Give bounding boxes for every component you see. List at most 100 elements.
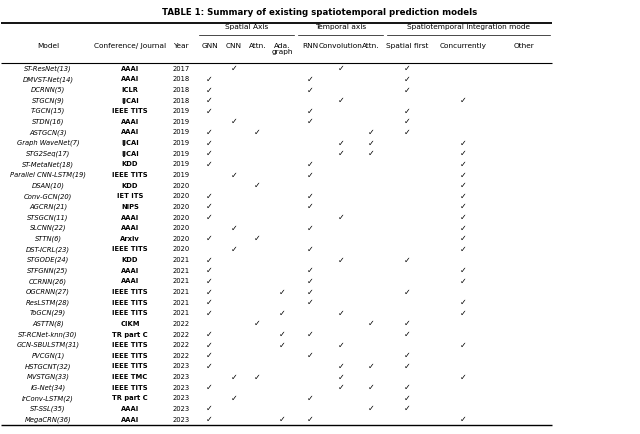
Text: HSTGCNT(32): HSTGCNT(32) bbox=[25, 363, 71, 370]
Text: Spatial first: Spatial first bbox=[386, 43, 429, 49]
Text: ✓: ✓ bbox=[279, 330, 285, 339]
Text: ✓: ✓ bbox=[404, 85, 411, 95]
Text: ✓: ✓ bbox=[460, 202, 467, 211]
Text: Conv-GCN(20): Conv-GCN(20) bbox=[24, 193, 72, 200]
Text: ✓: ✓ bbox=[460, 160, 467, 169]
Text: IEEE TITS: IEEE TITS bbox=[112, 342, 148, 348]
Text: 2017: 2017 bbox=[173, 66, 189, 72]
Text: Model: Model bbox=[37, 43, 59, 49]
Text: KDD: KDD bbox=[122, 161, 138, 168]
Text: ResLSTM(28): ResLSTM(28) bbox=[26, 299, 70, 306]
Text: ✓: ✓ bbox=[206, 107, 213, 116]
Text: ✓: ✓ bbox=[206, 96, 213, 105]
Text: ✓: ✓ bbox=[367, 404, 374, 414]
Text: ✓: ✓ bbox=[206, 415, 213, 424]
Text: ✓: ✓ bbox=[307, 287, 314, 296]
Text: 2019: 2019 bbox=[173, 161, 189, 168]
Text: 2020: 2020 bbox=[173, 204, 189, 210]
Text: ✓: ✓ bbox=[460, 245, 467, 254]
Text: ✓: ✓ bbox=[254, 234, 260, 243]
Text: 2019: 2019 bbox=[173, 108, 189, 114]
Text: ✓: ✓ bbox=[404, 330, 411, 339]
Text: 2021: 2021 bbox=[173, 310, 189, 316]
Text: STG2Seq(17): STG2Seq(17) bbox=[26, 151, 70, 157]
Text: DCRNN(5): DCRNN(5) bbox=[31, 87, 65, 93]
Text: IET ITS: IET ITS bbox=[116, 193, 143, 199]
Text: 2020: 2020 bbox=[173, 247, 189, 253]
Text: 2023: 2023 bbox=[173, 363, 189, 369]
Text: STGCN(9): STGCN(9) bbox=[31, 97, 65, 104]
Text: Arxiv: Arxiv bbox=[120, 236, 140, 242]
Text: 2022: 2022 bbox=[173, 321, 189, 327]
Text: ✓: ✓ bbox=[206, 213, 213, 222]
Text: ST-SSL(35): ST-SSL(35) bbox=[30, 406, 66, 412]
Text: ✓: ✓ bbox=[367, 138, 374, 148]
Text: ✓: ✓ bbox=[307, 202, 314, 211]
Text: IEEE TITS: IEEE TITS bbox=[112, 385, 148, 391]
Text: 2018: 2018 bbox=[173, 76, 189, 82]
Text: 2022: 2022 bbox=[173, 332, 189, 338]
Text: ✓: ✓ bbox=[279, 287, 285, 296]
Text: IEEE TITS: IEEE TITS bbox=[112, 247, 148, 253]
Text: CCRNN(26): CCRNN(26) bbox=[29, 278, 67, 285]
Text: ✓: ✓ bbox=[337, 383, 344, 392]
Text: ✓: ✓ bbox=[279, 309, 285, 318]
Text: GCN-SBULSTM(31): GCN-SBULSTM(31) bbox=[17, 342, 79, 349]
Text: 2021: 2021 bbox=[173, 268, 189, 274]
Text: AAAI: AAAI bbox=[121, 225, 139, 231]
Text: ✓: ✓ bbox=[206, 330, 213, 339]
Text: ASTGCN(3): ASTGCN(3) bbox=[29, 129, 67, 136]
Text: AAAI: AAAI bbox=[121, 406, 139, 412]
Text: Conference/ Journal: Conference/ Journal bbox=[94, 43, 166, 49]
Text: 2019: 2019 bbox=[173, 129, 189, 135]
Text: STDN(16): STDN(16) bbox=[32, 118, 64, 125]
Text: 2019: 2019 bbox=[173, 140, 189, 146]
Text: ICLR: ICLR bbox=[122, 87, 138, 93]
Text: ✓: ✓ bbox=[206, 404, 213, 414]
Text: T-GCN(15): T-GCN(15) bbox=[31, 108, 65, 115]
Text: TABLE 1: Summary of existing spatiotemporal prediction models: TABLE 1: Summary of existing spatiotempo… bbox=[163, 8, 477, 17]
Text: ✓: ✓ bbox=[460, 149, 467, 158]
Text: ✓: ✓ bbox=[460, 372, 467, 381]
Text: 2021: 2021 bbox=[173, 299, 189, 306]
Text: ✓: ✓ bbox=[367, 149, 374, 158]
Text: ✓: ✓ bbox=[206, 234, 213, 243]
Text: ✓: ✓ bbox=[206, 202, 213, 211]
Text: ✓: ✓ bbox=[307, 107, 314, 116]
Text: TR part C: TR part C bbox=[112, 395, 148, 401]
Text: ✓: ✓ bbox=[367, 383, 374, 392]
Text: 2018: 2018 bbox=[173, 98, 189, 104]
Text: DMVST-Net(14): DMVST-Net(14) bbox=[22, 76, 74, 82]
Text: ✓: ✓ bbox=[337, 372, 344, 381]
Text: ✓: ✓ bbox=[206, 256, 213, 265]
Text: GNN: GNN bbox=[202, 43, 218, 49]
Text: ✓: ✓ bbox=[404, 75, 411, 84]
Text: ✓: ✓ bbox=[307, 394, 314, 403]
Text: IJCAI: IJCAI bbox=[121, 98, 139, 104]
Text: Graph WaveNet(7): Graph WaveNet(7) bbox=[17, 140, 79, 146]
Text: ✓: ✓ bbox=[307, 277, 314, 286]
Text: 2022: 2022 bbox=[173, 342, 189, 348]
Text: Spatial Axis: Spatial Axis bbox=[225, 24, 268, 30]
Text: ✓: ✓ bbox=[206, 192, 213, 201]
Text: 2019: 2019 bbox=[173, 172, 189, 178]
Text: CNN: CNN bbox=[226, 43, 242, 49]
Text: ✓: ✓ bbox=[230, 171, 237, 180]
Text: ✓: ✓ bbox=[279, 341, 285, 350]
Text: MVSTGN(33): MVSTGN(33) bbox=[27, 374, 69, 380]
Text: ✓: ✓ bbox=[254, 372, 260, 381]
Text: ✓: ✓ bbox=[460, 138, 467, 148]
Text: ✓: ✓ bbox=[337, 309, 344, 318]
Text: PVCGN(1): PVCGN(1) bbox=[31, 352, 65, 359]
Text: ✓: ✓ bbox=[460, 171, 467, 180]
Text: IrConv-LSTM(2): IrConv-LSTM(2) bbox=[22, 395, 74, 401]
Text: 2019: 2019 bbox=[173, 151, 189, 157]
Text: ✓: ✓ bbox=[367, 362, 374, 371]
Text: IEEE TITS: IEEE TITS bbox=[112, 299, 148, 306]
Text: ✓: ✓ bbox=[404, 394, 411, 403]
Text: ✓: ✓ bbox=[307, 415, 314, 424]
Text: ✓: ✓ bbox=[254, 319, 260, 329]
Text: ✓: ✓ bbox=[460, 192, 467, 201]
Text: ✓: ✓ bbox=[254, 181, 260, 190]
Text: ✓: ✓ bbox=[337, 149, 344, 158]
